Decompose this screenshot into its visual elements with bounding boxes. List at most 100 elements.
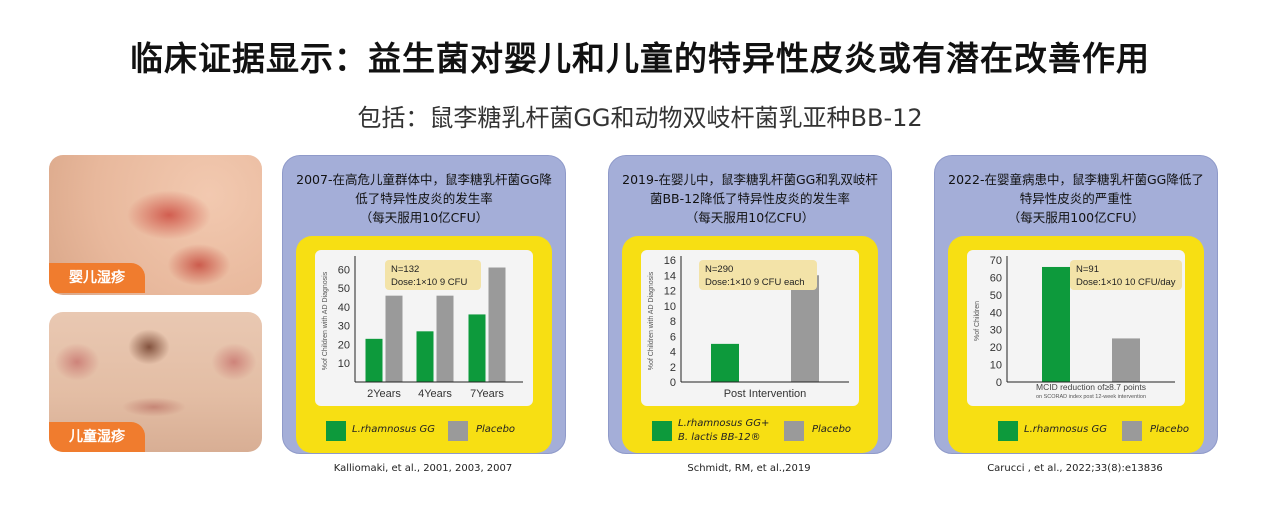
citation: Schmidt, RM, et al.,2019 [687, 463, 811, 474]
child-eczema-photo: 儿童湿疹 [49, 312, 262, 452]
note-box [699, 260, 817, 290]
bar-treatment [365, 338, 383, 382]
y-tick-label: 20 [990, 342, 1002, 354]
y-tick-label: 50 [990, 290, 1002, 302]
bar-placebo [488, 267, 506, 382]
bar-placebo [791, 275, 819, 382]
legend-swatch-lgg-bb12 [652, 421, 672, 441]
chart-panel: %of Children 0 10 20 30 40 50 60 70 MCID reductio… [948, 236, 1204, 453]
study-card-2022: 2022-在婴童病患中，鼠李糖乳杆菌GG降低了 特异性皮炎的严重性 （每天服用1… [934, 155, 1218, 454]
chart-plot-area: %of Children 0 10 20 30 40 50 60 70 MCID reductio… [967, 250, 1185, 406]
bar-treatment [1042, 266, 1070, 382]
y-tick-label: 10 [664, 301, 676, 313]
legend-swatch-placebo [784, 421, 804, 441]
chart-legend: L.rhamnosus GG Placebo [960, 417, 1196, 447]
y-tick-label: 14 [664, 270, 676, 282]
card-heading: 2007-在高危儿童群体中，鼠李糖乳杆菌GG降 低了特异性皮炎的发生率 （每天服… [293, 170, 555, 227]
y-tick-label: 30 [990, 325, 1002, 337]
y-tick-label: 30 [338, 321, 350, 333]
card-heading: 2022-在婴童病患中，鼠李糖乳杆菌GG降低了 特异性皮炎的严重性 （每天服用1… [945, 170, 1207, 227]
infant-eczema-photo: 婴儿湿疹 [49, 155, 262, 295]
bar-treatment [416, 331, 434, 382]
y-tick-label: 10 [990, 360, 1002, 372]
note-box [385, 260, 481, 290]
legend-label-bb12: B. lactis BB-12® [678, 432, 761, 443]
note-dose: Dose:1×10 10 CFU/day [1076, 277, 1176, 288]
page-title: 临床证据显示：益生菌对婴儿和儿童的特异性皮炎或有潜在改善作用 [130, 39, 1150, 78]
study-card-2007: 2007-在高危儿童群体中，鼠李糖乳杆菌GG降 低了特异性皮炎的发生率 （每天服… [282, 155, 566, 454]
legend-swatch-lgg [998, 421, 1018, 441]
legend-label-placebo: Placebo [476, 424, 516, 435]
y-tick-label: 70 [990, 255, 1002, 267]
note-sample-size: N=132 [391, 264, 419, 275]
photo-label: 婴儿湿疹 [49, 263, 145, 293]
photo-label: 儿童湿疹 [49, 422, 145, 452]
y-tick-label: 4 [670, 347, 676, 359]
card-heading-line: 低了特异性皮炎的发生率 [355, 191, 493, 206]
y-tick-label: 12 [664, 286, 676, 298]
y-tick-label: 50 [338, 283, 350, 295]
mcid-annotation-sub: on SCORAD index post 12-week interventio… [1036, 394, 1146, 400]
legend-label-lgg: L.rhamnosus GG+ [678, 418, 770, 429]
y-tick-label: 8 [670, 316, 676, 328]
legend-swatch-lgg [326, 421, 346, 441]
legend-swatch-placebo [1122, 421, 1142, 441]
note-dose: Dose:1×10 9 CFU each [705, 277, 805, 288]
bar-treatment [468, 314, 486, 382]
card-heading-line: 2019-在婴儿中，鼠李糖乳杆菌GG和乳双岐杆 [622, 172, 878, 187]
bar-treatment [711, 343, 739, 382]
card-heading-line: （每天服用100亿CFU） [1007, 210, 1145, 225]
bar-chart: %of Children with AD Diagnosis 0 2 4 6 8 10 12 1… [648, 255, 849, 400]
bar-placebo [436, 295, 454, 382]
chart-panel: %of Children with AD Diagnosis 0 2 4 6 8 10 12 1… [622, 236, 878, 453]
chart-panel: %of Children with AD Diagnosis 10 20 30 40 50… [296, 236, 552, 453]
citation: Carucci , et al., 2022;33(8):e13836 [987, 463, 1163, 474]
chart-plot-area: %of Children with AD Diagnosis 10 20 30 40 50… [315, 250, 533, 406]
bar-chart: %of Children 0 10 20 30 40 50 60 70 MCID reductio… [974, 255, 1182, 400]
x-tick-label: 2Years [367, 388, 401, 400]
x-tick-label: Post Intervention [724, 388, 807, 400]
citation: Kalliomaki, et al., 2001, 2003, 2007 [333, 463, 513, 474]
chart-legend: L.rhamnosus GG+ B. lactis BB-12® Placebo [634, 417, 870, 447]
y-axis-label: %of Children [974, 301, 981, 341]
card-heading: 2019-在婴儿中，鼠李糖乳杆菌GG和乳双岐杆 菌BB-12降低了特异性皮炎的发… [619, 170, 881, 227]
legend-label-lgg: L.rhamnosus GG [352, 424, 435, 435]
legend-label-placebo: Placebo [1150, 424, 1190, 435]
chart-plot-area: %of Children with AD Diagnosis 0 2 4 6 8 10 12 1… [641, 250, 859, 406]
mcid-annotation: MCID reduction of≥8.7 points [1036, 382, 1146, 392]
bar-placebo [1112, 338, 1140, 382]
chart-legend: L.rhamnosus GG Placebo [308, 417, 544, 447]
y-tick-label: 10 [338, 358, 350, 370]
card-heading-line: 特异性皮炎的严重性 [1019, 191, 1133, 206]
y-tick-label: 40 [990, 307, 1002, 319]
y-tick-label: 60 [338, 264, 350, 276]
card-heading-line: 2007-在高危儿童群体中，鼠李糖乳杆菌GG降 [296, 172, 552, 187]
x-tick-label: 7Years [470, 388, 504, 400]
legend-label-placebo: Placebo [812, 424, 852, 435]
y-tick-label: 6 [670, 331, 676, 343]
y-tick-label: 0 [670, 377, 676, 389]
x-tick-label: 4Years [418, 388, 452, 400]
card-heading-line: 菌BB-12降低了特异性皮炎的发生率 [649, 191, 851, 206]
legend-swatch-placebo [448, 421, 468, 441]
bar-placebo [385, 295, 403, 382]
y-tick-label: 20 [338, 339, 350, 351]
note-dose: Dose:1×10 9 CFU [391, 277, 467, 288]
note-box [1070, 260, 1182, 290]
bar-chart: %of Children with AD Diagnosis 10 20 30 40 50… [322, 256, 523, 400]
study-card-2019: 2019-在婴儿中，鼠李糖乳杆菌GG和乳双岐杆 菌BB-12降低了特异性皮炎的发… [608, 155, 892, 454]
y-axis-label: %of Children with AD Diagnosis [648, 271, 655, 370]
legend-label-lgg: L.rhamnosus GG [1024, 424, 1107, 435]
note-sample-size: N=91 [1076, 264, 1099, 275]
card-heading-line: 2022-在婴童病患中，鼠李糖乳杆菌GG降低了 [948, 172, 1204, 187]
y-tick-label: 16 [664, 255, 676, 267]
note-sample-size: N=290 [705, 264, 733, 275]
card-heading-line: （每天服用10亿CFU） [359, 210, 489, 225]
card-heading-line: （每天服用10亿CFU） [685, 210, 815, 225]
y-axis-label: %of Children with AD Diagnosis [322, 271, 329, 370]
y-tick-label: 60 [990, 272, 1002, 284]
page-subtitle: 包括：鼠李糖乳杆菌GG和动物双岐杆菌乳亚种BB-12 [357, 104, 923, 132]
y-tick-label: 40 [338, 302, 350, 314]
y-tick-label: 0 [996, 377, 1002, 389]
y-tick-label: 2 [670, 362, 676, 374]
